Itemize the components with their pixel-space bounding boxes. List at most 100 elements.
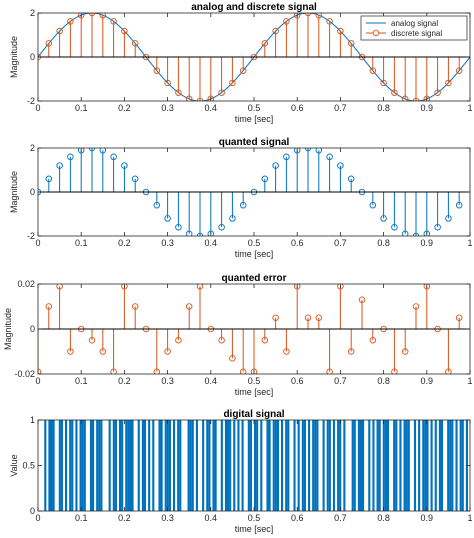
y-tick-label: 0.02	[17, 279, 35, 289]
pulse-68	[179, 420, 182, 511]
pulse-115	[276, 420, 279, 511]
x-tick-label: 0	[35, 103, 40, 113]
marker-quanted-8	[121, 162, 128, 169]
x-axis-label: time [sec]	[235, 249, 274, 259]
marker-analog-25	[304, 13, 312, 17]
marker-quanted-11	[153, 201, 161, 209]
x-tick-label: 0.3	[161, 513, 174, 523]
marker-analog-28	[337, 27, 344, 35]
marker-error-17	[218, 337, 225, 344]
marker-quanted-1	[45, 175, 53, 183]
y-tick-label: -2	[27, 96, 35, 106]
pulse-25	[89, 420, 93, 511]
pulse-181	[413, 420, 417, 511]
marker-error-21	[261, 337, 269, 344]
pulse-107	[260, 420, 263, 511]
y-tick-label: 2	[30, 143, 35, 153]
pulse-113	[272, 420, 275, 511]
marker-analog-14	[185, 95, 193, 101]
x-tick-label: 0.7	[334, 513, 347, 523]
x-tick-label: 1	[467, 238, 472, 248]
marker-error-12	[164, 348, 171, 355]
marker-error-8	[121, 284, 128, 290]
pulse-50	[141, 420, 144, 511]
marker-analog-21	[261, 40, 269, 47]
chart-title: quanted signal	[219, 137, 290, 148]
x-tick-label: 0.4	[205, 376, 218, 386]
marker-analog-12	[164, 79, 171, 87]
marker-analog-1	[45, 40, 53, 47]
x-tick-label: 0.2	[118, 513, 131, 523]
x-tick-label: 0.8	[377, 103, 390, 113]
marker-error-15	[196, 284, 204, 290]
y-axis-label: Magnitude	[3, 308, 13, 350]
marker-analog-2	[56, 27, 63, 35]
x-tick-label: 0.1	[75, 103, 88, 113]
x-tick-label: 0	[35, 238, 40, 248]
x-tick-label: 0	[35, 513, 40, 523]
marker-quanted-17	[218, 223, 225, 231]
marker-quanted-4	[77, 148, 85, 154]
pulse-134	[316, 420, 319, 511]
pulse-177	[405, 420, 408, 511]
x-tick-label: 0.7	[334, 103, 347, 113]
x-tick-label: 0.1	[75, 376, 88, 386]
pulse-73	[189, 420, 192, 511]
pulse-194	[440, 420, 444, 511]
chart-quanted: 0 0.1 0.2 0.3 0.4 0.5 0.6 0.7 0.8 0.9 1-202 quanted…	[9, 137, 473, 259]
marker-quanted-25	[304, 148, 312, 152]
pulse-139	[326, 420, 329, 511]
pulse-42	[125, 420, 128, 511]
y-tick-label: 1	[30, 415, 35, 425]
marker-quanted-9	[131, 175, 139, 183]
pulse-156	[362, 420, 365, 511]
pulse-178	[407, 420, 410, 511]
marker-quanted-26	[315, 148, 323, 154]
marker-error-36	[423, 284, 431, 290]
marker-error-31	[369, 337, 377, 344]
marker-analog-23	[283, 18, 290, 25]
data-layer	[38, 284, 463, 374]
marker-quanted-18	[229, 215, 236, 222]
pulse-174	[399, 420, 402, 511]
y-tick-label: 0	[30, 52, 35, 62]
marker-error-30	[358, 296, 366, 304]
pulse-37	[114, 420, 117, 511]
y-axis-label: Value	[9, 454, 19, 476]
x-tick-label: 0.9	[421, 103, 434, 113]
x-axis-label: time [sec]	[235, 114, 274, 124]
x-tick-label: 0.6	[291, 513, 304, 523]
marker-quanted-13	[175, 223, 182, 231]
pulse-34	[108, 420, 111, 511]
marker-quanted-19	[239, 201, 247, 209]
marker-analog-11	[153, 67, 161, 74]
pulse-144	[337, 420, 340, 511]
pulse-65	[173, 420, 176, 511]
pulse-11	[60, 420, 63, 511]
pulse-3	[44, 420, 47, 511]
marker-error-3	[67, 348, 74, 355]
pulse-30	[100, 420, 103, 511]
x-tick-label: 0.2	[118, 103, 131, 113]
pulse-117	[281, 420, 284, 511]
x-tick-label: 0.5	[248, 513, 261, 523]
marker-error-39	[455, 314, 463, 322]
pulse-151	[351, 420, 354, 511]
pulse-51	[143, 420, 147, 511]
marker-error-22	[272, 314, 279, 322]
marker-error-28	[337, 284, 344, 290]
marker-quanted-28	[337, 162, 344, 169]
marker-analog-9	[131, 40, 139, 47]
pulse-123	[293, 420, 296, 511]
marker-error-26	[315, 314, 323, 322]
x-tick-label: 0.8	[377, 238, 390, 248]
pulse-84	[212, 420, 215, 511]
pulse-85	[214, 420, 217, 511]
marker-error-20	[250, 368, 258, 374]
marker-error-23	[283, 348, 290, 355]
y-tick-label: 0	[30, 506, 35, 516]
pulse-161	[372, 420, 375, 511]
pulse-203	[459, 420, 462, 511]
marker-analog-33	[391, 89, 398, 96]
